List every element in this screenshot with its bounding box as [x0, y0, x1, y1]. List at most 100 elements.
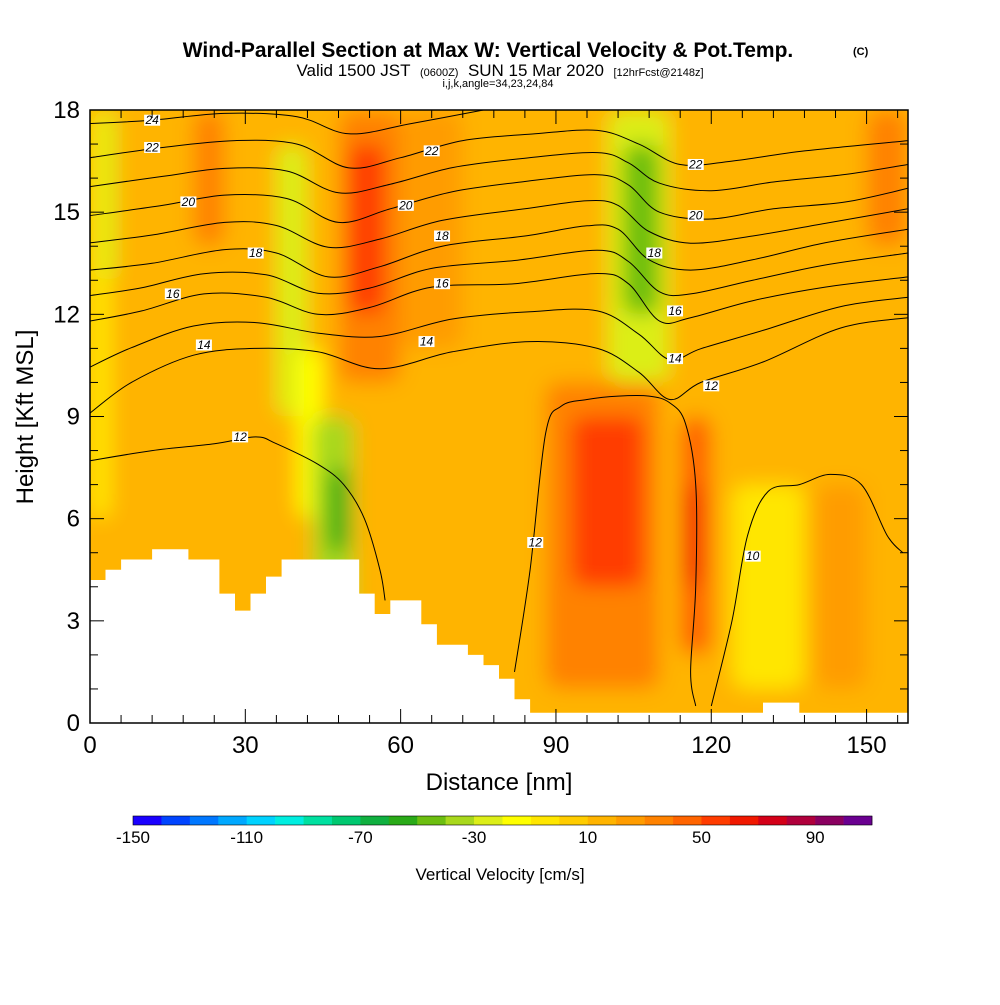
subtitle-utc: (0600Z) — [420, 67, 459, 79]
copyright-mark: (C) — [853, 46, 869, 58]
x-tick-label: 90 — [543, 732, 570, 759]
contour-label-box — [144, 114, 161, 126]
x-axis: 0 30 60 90 120 150 — [83, 110, 899, 759]
colorbar-swatch — [246, 816, 276, 825]
contour-label: 22 — [144, 140, 161, 154]
contour-label: 12 — [703, 379, 720, 393]
contour-label-box — [744, 550, 761, 562]
colorbar-swatch — [786, 816, 816, 825]
contour-label: 10 — [744, 549, 761, 563]
colorbar-tick-label: 90 — [806, 828, 825, 847]
contour-label: 16 — [434, 277, 451, 291]
y-tick-label: 15 — [53, 199, 80, 226]
theta-contour-intermediate — [90, 151, 908, 194]
contour-label-box — [687, 158, 704, 170]
contour-label-text: 16 — [668, 304, 682, 318]
colorbar-swatch — [559, 816, 589, 825]
velocity-cell — [623, 144, 660, 315]
theta-contour-10 — [710, 473, 904, 707]
colorbar-swatch — [161, 816, 191, 825]
subtitle-valid: Valid 1500 JST — [296, 61, 410, 80]
colorbar-tick-label: -30 — [462, 828, 487, 847]
x-tick-label: 0 — [83, 732, 96, 759]
theta-contour-18 — [90, 224, 908, 278]
velocity-cell — [685, 484, 701, 587]
x-tick-label: 120 — [691, 732, 731, 759]
contour-label-text: 14 — [420, 335, 434, 349]
colorbar-tick-label: 50 — [692, 828, 711, 847]
velocity-cell — [328, 467, 349, 553]
contour-labels: 24 22 20 18 16 14 12 22 20 18 16 14 18 16 14 12 22 20 12 10 — [144, 113, 761, 563]
contour-label-text: 16 — [435, 277, 449, 291]
colorbar-swatch — [843, 816, 873, 825]
y-tick-label: 12 — [53, 301, 80, 328]
theta-contour-12 — [90, 436, 386, 601]
contour-label-text: 20 — [398, 198, 413, 212]
contour-label-text: 16 — [166, 287, 180, 301]
colorbar-swatch — [701, 816, 731, 825]
contour-label: 16 — [164, 287, 181, 301]
x-tick-label: 60 — [387, 732, 414, 759]
velocity-cell — [814, 484, 867, 689]
colorbar-swatch — [417, 816, 446, 825]
contour-label-text: 18 — [249, 246, 263, 260]
velocity-cell — [193, 110, 225, 247]
contour-label: 20 — [687, 209, 704, 223]
contour-label: 22 — [687, 157, 704, 171]
colorbar-swatch — [388, 816, 418, 825]
contour-label-text: 12 — [233, 430, 247, 444]
x-tick-label: 150 — [847, 732, 887, 759]
colorbar-swatch — [133, 816, 162, 825]
velocity-cell — [348, 144, 386, 315]
velocity-field — [90, 110, 908, 723]
contour-label-text: 18 — [435, 229, 449, 243]
contour-label-box — [434, 278, 451, 290]
contour-label: 20 — [180, 195, 197, 209]
contour-label-box — [646, 247, 663, 259]
velocity-cell — [571, 416, 644, 587]
contour-label-box — [164, 288, 181, 300]
theta-contour-intermediate — [90, 249, 908, 297]
y-axis-label: Height [Kft MSL] — [12, 330, 39, 505]
x-tick-label: 30 — [232, 732, 259, 759]
colorbar-swatch — [815, 816, 844, 825]
contour-label-box — [180, 196, 197, 208]
contour-label-text: 14 — [668, 352, 682, 366]
contour-label-box — [232, 431, 249, 443]
contour-label-box — [703, 380, 720, 392]
contour-label-box — [397, 199, 414, 211]
theta-contour-20 — [90, 174, 908, 224]
contour-label-box — [527, 537, 544, 549]
colorbar-ticks: -150 -110 -70 -30 10 50 90 — [116, 828, 825, 847]
x-axis-label: Distance [nm] — [426, 769, 573, 796]
colorbar-swatch — [445, 816, 475, 825]
contour-label-box — [434, 230, 451, 242]
contour-label-box — [247, 247, 264, 259]
contour-label: 24 — [144, 113, 161, 127]
colorbar-swatch — [758, 816, 788, 825]
colorbar-tick-label: -110 — [230, 828, 263, 847]
contour-label-box — [418, 336, 435, 348]
colorbar-swatch — [673, 816, 702, 825]
contour-label: 18 — [434, 229, 451, 243]
contour-label: 16 — [667, 304, 684, 318]
contour-label-text: 10 — [746, 549, 760, 563]
contour-label-text: 14 — [197, 338, 211, 352]
colorbar-swatch — [303, 816, 333, 825]
contour-label-text: 24 — [144, 113, 159, 127]
theta-contour-intermediate — [90, 296, 908, 368]
colorbar-swatch — [474, 816, 503, 825]
colorbar — [132, 815, 873, 826]
y-tick-label: 3 — [67, 608, 80, 635]
y-axis: 0 3 6 9 12 15 18 — [53, 97, 908, 737]
chart-subtitle: Valid 1500 JST (0600Z) SUN 15 Mar 2020 [… — [296, 61, 703, 80]
contour-label: 14 — [195, 338, 212, 352]
plot-area: 24 22 20 18 16 14 12 22 20 18 16 14 18 16 14 12 22 20 12 10 — [90, 110, 908, 723]
colorbar-swatch — [644, 816, 674, 825]
contour-label-text: 22 — [424, 144, 439, 158]
contour-label-box — [195, 339, 212, 351]
chart-title: Wind-Parallel Section at Max W: Vertical… — [183, 39, 794, 62]
contour-label: 12 — [232, 430, 249, 444]
colorbar-label: Vertical Velocity [cm/s] — [415, 865, 584, 884]
colorbar-tick-label: -150 — [116, 828, 150, 847]
